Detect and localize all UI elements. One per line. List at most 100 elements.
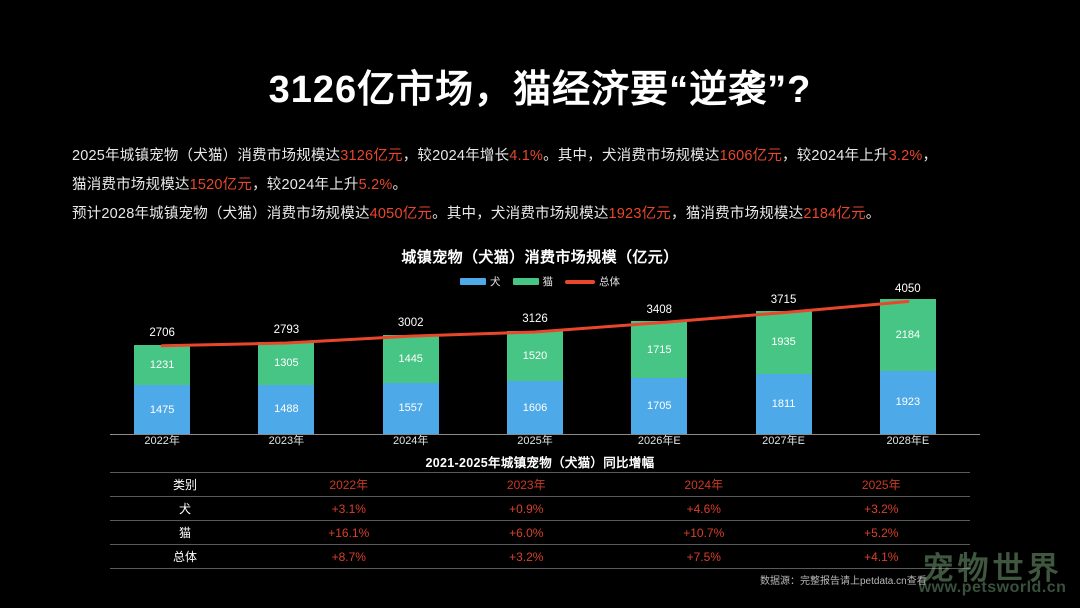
table-header-year: 2025年 <box>792 472 970 497</box>
lead-highlight: 2184亿元 <box>803 206 866 222</box>
lead-highlight: 5.2% <box>358 177 393 193</box>
lead-text: ，较2024年上升 <box>252 177 359 193</box>
lead-highlight: 3.2% <box>888 148 923 164</box>
bar-segment-cat: 1935 <box>755 310 812 375</box>
bar-segment-cat: 1445 <box>382 335 439 383</box>
table-cell-growth: +7.5% <box>615 544 793 569</box>
legend-swatch-total-icon <box>565 279 595 284</box>
table-row: 犬 +3.1% +0.9% +4.6% +3.2% <box>110 496 970 521</box>
legend-item-total: 总体 <box>565 274 620 289</box>
bar-segment-cat: 1715 <box>631 321 688 378</box>
legend-item-dog: 犬 <box>460 274 501 289</box>
table-cell-growth: +0.9% <box>437 496 615 521</box>
lead-text: ，猫消费市场规模达 <box>671 206 804 222</box>
lead-line-2: 猫消费市场规模达1520亿元，较2024年上升5.2%。 <box>72 171 1012 200</box>
lead-text: 。 <box>865 206 881 222</box>
table-header-year: 2023年 <box>437 472 615 497</box>
bar-total-label: 3126 <box>522 312 548 325</box>
table-cell-growth: +4.1% <box>792 544 970 569</box>
bar-segment-dog: 1923 <box>879 370 936 434</box>
bar-segment-cat: 1305 <box>258 341 315 385</box>
chart-title: 城镇宠物（犬猫）消费市场规模（亿元） <box>401 249 679 266</box>
lead-line-3: 预计2028年城镇宠物（犬猫）消费市场规模达4050亿元。其中，犬消费市场规模达… <box>72 200 1012 229</box>
lead-highlight: 1923亿元 <box>608 206 671 222</box>
x-axis-label: 2024年 <box>392 435 429 447</box>
bar-segment-dog: 1811 <box>755 374 812 434</box>
lead-highlight: 4.1% <box>509 148 544 164</box>
bar-group: 4050 2184 1923 <box>879 283 936 434</box>
lead-text: ，较2024年增长 <box>402 148 510 164</box>
table-header-row: 类别 2022年 2023年 2024年 2025年 <box>110 472 970 497</box>
bar-group: 2706 1231 1475 <box>134 327 191 434</box>
table-cell-growth: +10.7% <box>615 520 793 545</box>
table-row: 总体 +8.7% +3.2% +7.5% +4.1% <box>110 544 970 569</box>
bar-segment-dog: 1557 <box>382 382 439 434</box>
x-axis-label: 2026年E <box>637 435 681 447</box>
bar-segment-dog: 1606 <box>507 381 563 434</box>
bar-segment-cat: 2184 <box>879 298 936 371</box>
page-title: 3126亿市场，猫经济要“逆袭”? <box>268 69 812 111</box>
bar-segment-dog: 1488 <box>258 384 315 434</box>
table-cell-growth: +3.2% <box>792 496 970 521</box>
table-cell-category: 猫 <box>110 520 260 545</box>
lead-text: 。其中，犬消费市场规模达 <box>543 148 720 164</box>
table-body: 犬 +3.1% +0.9% +4.6% +3.2% 猫 +16.1% +6.0% +10.7% +… <box>110 496 970 569</box>
chart-x-labels: 2022年 2023年 2024年 2025年 2026年E 2027年E 2028年E <box>110 432 980 450</box>
x-axis-label: 2022年 <box>144 435 180 447</box>
table-cell-category: 犬 <box>110 496 260 521</box>
bar-total-label: 2706 <box>149 326 175 339</box>
table-cell-category: 总体 <box>110 544 260 569</box>
source-note: 数据源：完整报告请上petdata.cn查看 <box>760 576 927 587</box>
bar-group: 3715 1935 1811 <box>755 294 812 434</box>
table-cell-growth: +4.6% <box>615 496 793 521</box>
table-header-year: 2022年 <box>260 472 438 497</box>
table-cell-growth: +5.2% <box>792 520 970 545</box>
lead-text: ，较2024年上升 <box>782 148 889 164</box>
bar-group: 2793 1305 1488 <box>258 324 315 434</box>
bar-total-label: 3002 <box>397 317 424 330</box>
bar-group: 3408 1715 1705 <box>631 304 688 434</box>
stacked-bar-chart: 2706 1231 1475 2793 1305 1488 3002 1445 1557 3126… <box>110 283 980 435</box>
bar-total-label: 3408 <box>646 303 673 316</box>
legend-item-cat: 猫 <box>512 274 554 289</box>
table-title: 2021-2025年城镇宠物（犬猫）同比增幅 <box>425 456 655 470</box>
lead-text: 2025年城镇宠物（犬猫）消费市场规模达 <box>72 148 341 164</box>
lead-highlight: 4050亿元 <box>369 206 433 222</box>
legend-swatch-dog-icon <box>460 278 486 285</box>
x-axis-label: 2023年 <box>268 435 305 447</box>
table-cell-growth: +3.1% <box>260 496 438 521</box>
watermark-brand-url: www.petsworld.cn <box>918 579 1067 596</box>
table-cell-growth: +16.1% <box>260 520 438 545</box>
lead-text: 。 <box>392 177 408 193</box>
bar-segment-dog: 1475 <box>134 385 191 434</box>
legend-swatch-cat-icon <box>512 278 539 285</box>
bar-total-label: 2793 <box>273 323 300 336</box>
lead-highlight: 3126亿元 <box>340 148 403 164</box>
bar-segment-cat: 1520 <box>507 331 563 382</box>
legend-label-dog: 犬 <box>490 276 501 288</box>
chart-legend: 犬 猫 总体 <box>0 274 1080 289</box>
bar-segment-cat: 1231 <box>134 344 191 386</box>
table-row: 猫 +16.1% +6.0% +10.7% +5.2% <box>110 520 970 545</box>
x-axis-label: 2028年E <box>886 435 930 447</box>
table-cell-growth: +8.7% <box>260 544 438 569</box>
lead-text: 。其中，犬消费市场规模达 <box>432 206 609 222</box>
table-cell-growth: +3.2% <box>437 544 615 569</box>
chart-x-axis <box>110 434 980 435</box>
legend-label-cat: 猫 <box>542 276 554 288</box>
table-cell-growth: +6.0% <box>437 520 615 545</box>
lead-line-1: 2025年城镇宠物（犬猫）消费市场规模达3126亿元，较2024年增长4.1%。… <box>72 142 1012 171</box>
bar-segment-dog: 1705 <box>631 377 688 434</box>
lead-highlight: 1520亿元 <box>189 177 253 193</box>
bar-total-label: 3715 <box>770 293 797 306</box>
lead-highlight: 1606亿元 <box>719 148 783 164</box>
lead-text: ， <box>922 148 938 164</box>
table-header-year: 2024年 <box>615 472 793 497</box>
bar-group: 3002 1445 1557 <box>382 317 439 434</box>
x-axis-label: 2025年 <box>517 435 553 447</box>
x-axis-label: 2027年E <box>762 435 805 447</box>
bar-group: 3126 1520 1606 <box>507 313 563 434</box>
lead-paragraph: 2025年城镇宠物（犬猫）消费市场规模达3126亿元，较2024年增长4.1%。… <box>72 142 1012 229</box>
bar-total-label: 4050 <box>895 282 921 295</box>
